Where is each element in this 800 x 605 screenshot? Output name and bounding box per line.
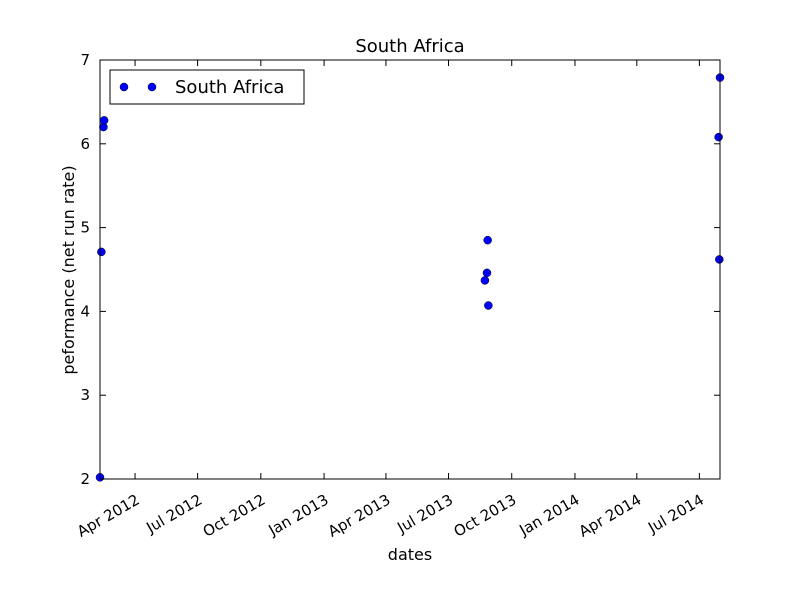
chart-title: South Africa	[355, 36, 464, 57]
y-axis-label: peformance (net run rate)	[59, 165, 78, 374]
legend-marker-left	[119, 82, 129, 92]
y-tick-label: 3	[80, 386, 90, 404]
y-tick-label: 6	[80, 135, 90, 153]
legend-marker-right	[147, 82, 157, 92]
legend-box	[109, 69, 305, 105]
y-tick-label: 2	[80, 470, 90, 488]
y-axis-ticks: 2 3 4 5 6 7	[80, 51, 720, 488]
data-point	[484, 301, 493, 310]
plot-area-background	[100, 60, 720, 479]
x-axis-label: dates	[388, 545, 432, 564]
data-point	[97, 247, 106, 257]
data-point	[483, 235, 492, 245]
y-tick-label: 5	[80, 219, 90, 237]
legend: South Africa	[109, 69, 305, 105]
data-point	[99, 116, 109, 125]
data-point	[482, 268, 492, 278]
data-points	[95, 73, 725, 482]
data-point	[480, 276, 490, 285]
data-point	[714, 132, 723, 142]
y-tick-label: 4	[80, 302, 90, 320]
data-point	[715, 255, 724, 264]
y-tick-label: 7	[80, 51, 90, 69]
legend-entry-label: South Africa	[175, 77, 284, 98]
plot-frame	[99, 59, 721, 480]
